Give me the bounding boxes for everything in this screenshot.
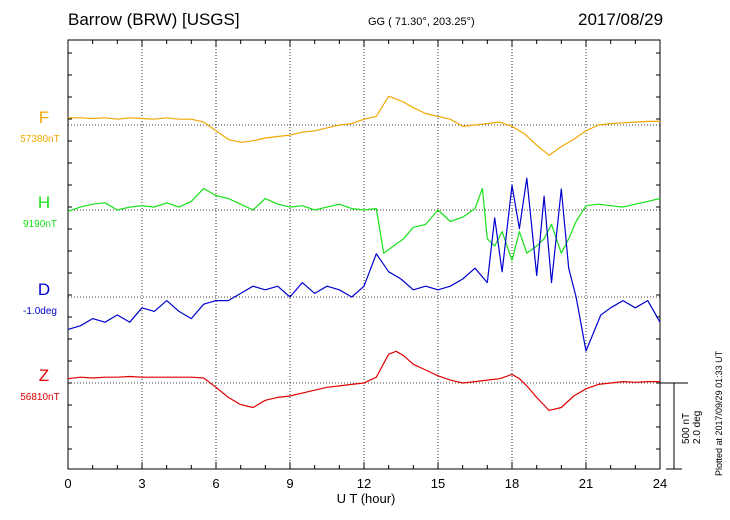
series-line-d (67, 177, 661, 352)
x-axis-label: U T (hour) (337, 491, 396, 506)
series-name-h: H (38, 193, 50, 212)
series-name-z: Z (39, 366, 49, 385)
x-tick-label: 6 (212, 476, 219, 491)
x-tick-label: 9 (286, 476, 293, 491)
series-baseline-d: -1.0deg (23, 306, 57, 317)
scale-deg: 2.0 deg (692, 410, 703, 444)
plotted-timestamp: Plotted at 2017/09/29 01:33 UT (714, 350, 724, 476)
series-lines (67, 95, 661, 411)
chart-date: 2017/08/29 (578, 10, 664, 29)
series-line-z (67, 350, 660, 411)
series-line-f (68, 95, 660, 156)
x-tick-label: 12 (357, 476, 371, 491)
ticks: 0 3 6 9 12 15 18 21 24 (64, 40, 667, 491)
series-labels: F 57380nT H 9190nT D -1.0deg Z 56810nT (20, 108, 59, 403)
x-tick-label: 18 (505, 476, 519, 491)
x-tick-label: 3 (138, 476, 145, 491)
x-tick-label: 15 (431, 476, 445, 491)
series-name-f: F (39, 108, 49, 127)
x-tick-label: 21 (579, 476, 593, 491)
series-baseline-z: 56810nT (20, 392, 59, 403)
series-line-h (67, 187, 661, 261)
scale-note: 500 nT 2.0 deg (681, 411, 703, 444)
geographic-coordinates: GG ( 71.30°, 203.25°) (368, 16, 475, 28)
grid (68, 40, 660, 469)
station-title: Barrow (BRW) [USGS] (68, 10, 240, 29)
x-tick-label: 24 (653, 476, 667, 491)
x-tick-label: 0 (64, 476, 71, 491)
series-name-d: D (38, 280, 50, 299)
plot-frame (67, 39, 661, 470)
scale-nt: 500 nT (681, 412, 692, 444)
scale-bar (660, 382, 688, 470)
series-baseline-h: 9190nT (23, 219, 57, 230)
series-baseline-f: 57380nT (20, 134, 59, 145)
